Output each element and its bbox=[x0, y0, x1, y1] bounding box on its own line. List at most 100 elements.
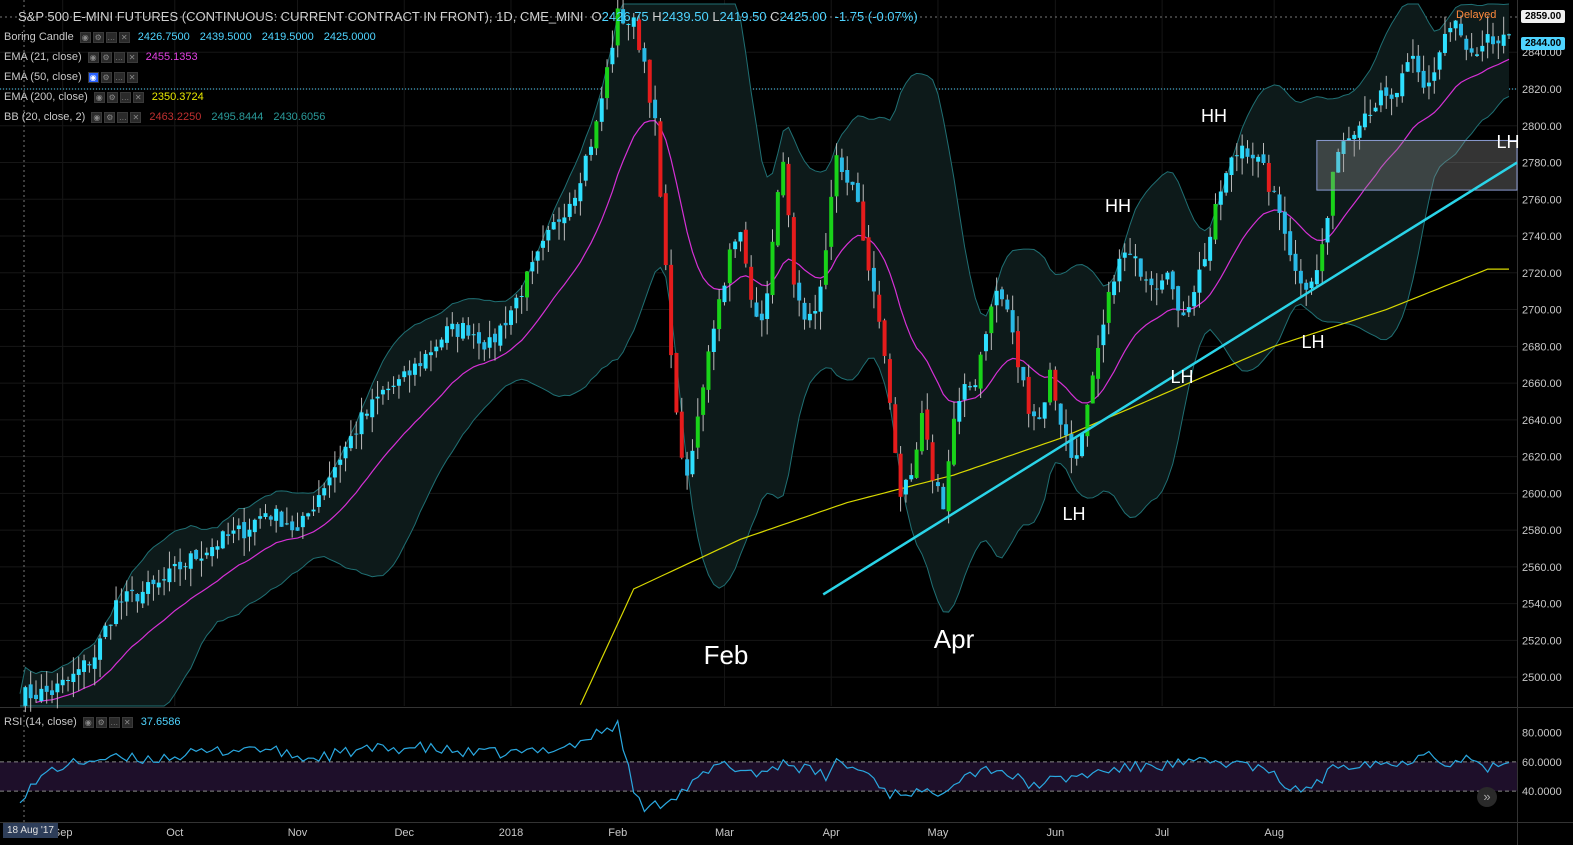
legend-ema-21[interactable]: EMA (21, close) ◉ ⚙… ✕ 2455.1353 bbox=[4, 51, 198, 63]
candle-body bbox=[1240, 145, 1245, 159]
candle bbox=[1106, 281, 1111, 335]
candle-body bbox=[535, 251, 540, 261]
annotation-label: Apr bbox=[934, 624, 975, 654]
candle bbox=[733, 239, 738, 258]
candle bbox=[295, 512, 300, 531]
candle-body bbox=[1032, 411, 1037, 417]
candle bbox=[887, 353, 892, 410]
candle bbox=[599, 86, 604, 132]
candle-body bbox=[1016, 331, 1021, 368]
more-icon: … bbox=[117, 111, 129, 123]
candle-body bbox=[871, 267, 876, 292]
legend-boring-candle[interactable]: Boring Candle ◉ ⚙… ✕ 2426.7500 2439.5000 2… bbox=[4, 31, 376, 43]
candle-body bbox=[402, 371, 407, 378]
candle bbox=[621, 0, 626, 25]
candle-body bbox=[1101, 324, 1106, 346]
rsi-pane: 80.0000 60.0000 40.0000 bbox=[0, 719, 1562, 813]
candle bbox=[967, 381, 972, 391]
candle bbox=[775, 189, 780, 248]
candle bbox=[455, 322, 460, 353]
more-icon: … bbox=[113, 51, 125, 63]
candle bbox=[498, 323, 503, 352]
candle-body bbox=[268, 516, 273, 520]
candle-body bbox=[951, 418, 956, 465]
candle-body bbox=[1405, 62, 1410, 72]
candle bbox=[669, 249, 674, 369]
candle bbox=[418, 351, 423, 377]
candle-body bbox=[455, 324, 460, 337]
candle bbox=[1416, 44, 1421, 83]
candle bbox=[834, 143, 839, 213]
candle-body bbox=[925, 409, 930, 440]
candle bbox=[855, 172, 860, 203]
candle-body bbox=[418, 363, 423, 367]
price-tick-label: 2720.00 bbox=[1522, 268, 1562, 280]
candle bbox=[274, 505, 279, 533]
candle bbox=[679, 397, 684, 460]
candle-body bbox=[316, 495, 321, 507]
candle-body bbox=[1202, 259, 1207, 267]
candle bbox=[759, 300, 764, 337]
legend-ema-50[interactable]: EMA (50, close) ◉ ⚙… ✕ bbox=[4, 71, 146, 83]
candle-body bbox=[919, 412, 924, 452]
candle bbox=[1384, 75, 1389, 109]
candle bbox=[1037, 407, 1042, 420]
legend-rsi[interactable]: RSI (14, close) ◉ ⚙… ✕ 37.6586 bbox=[4, 716, 181, 728]
candle-body bbox=[557, 219, 562, 222]
price-axis[interactable]: 2500.00 2520.00 2540.00 2560.00 2580.00 2600.… bbox=[1522, 47, 1562, 684]
candle-body bbox=[135, 594, 140, 602]
candle-body bbox=[412, 363, 417, 375]
candle-body bbox=[647, 59, 652, 103]
candle bbox=[653, 85, 658, 136]
candle bbox=[941, 483, 946, 510]
candle bbox=[1464, 35, 1469, 61]
candle-body bbox=[252, 519, 257, 533]
candle-body bbox=[1256, 156, 1261, 162]
candle bbox=[983, 331, 988, 361]
rsi-band bbox=[0, 761, 1517, 792]
candle-body bbox=[834, 155, 839, 197]
candle-body bbox=[1325, 218, 1330, 243]
change-readout: -1.75 (-0.07%) bbox=[834, 9, 918, 24]
candle-body bbox=[658, 121, 663, 197]
drawings[interactable] bbox=[822, 139, 1518, 596]
candle-body bbox=[162, 579, 167, 581]
candle bbox=[898, 446, 903, 512]
candle bbox=[535, 250, 540, 274]
candle-body bbox=[845, 170, 850, 183]
candle-body bbox=[930, 442, 935, 481]
legend-ema-200[interactable]: EMA (200, close) ◉ ⚙… ✕ 2350.3724 bbox=[4, 91, 204, 103]
candle-body bbox=[1314, 270, 1319, 285]
candle-body bbox=[311, 509, 316, 512]
candle-body bbox=[434, 346, 439, 352]
candle-body bbox=[946, 461, 951, 512]
candle-body bbox=[210, 547, 215, 557]
legend-bb[interactable]: BB (20, close, 2) ◉ ⚙… ✕ 2463.2250 2495.84… bbox=[4, 111, 326, 123]
candle-body bbox=[994, 290, 999, 306]
candle bbox=[1069, 420, 1074, 474]
candle-body bbox=[637, 19, 642, 51]
candle bbox=[706, 345, 711, 403]
candle-body bbox=[754, 302, 759, 317]
symbol-title[interactable]: S&P 500 E-MINI FUTURES (CONTINUOUS: CURR… bbox=[18, 9, 584, 24]
candle bbox=[1266, 154, 1271, 206]
scroll-to-latest-button[interactable]: » bbox=[1477, 787, 1497, 807]
candle-body bbox=[690, 450, 695, 475]
candle-body bbox=[503, 322, 508, 326]
delayed-badge[interactable]: Delayed bbox=[1456, 9, 1497, 21]
candle bbox=[701, 384, 706, 432]
candle bbox=[1101, 309, 1106, 363]
candle bbox=[306, 512, 311, 520]
candle bbox=[348, 420, 353, 452]
candle-body bbox=[898, 453, 903, 497]
candle-body bbox=[1074, 455, 1079, 459]
candlesticks bbox=[23, 0, 1511, 713]
candle bbox=[1474, 47, 1479, 58]
time-axis[interactable]: Sep Oct Nov Dec 2018 Feb Mar Apr May Jun Jul Aug bbox=[53, 827, 1284, 839]
candle-body bbox=[679, 411, 684, 458]
time-start-label: 18 Aug '17 bbox=[3, 823, 58, 838]
candle-body bbox=[1357, 125, 1362, 138]
legend-controls[interactable]: ◉ ⚙… ✕ bbox=[79, 31, 130, 43]
candle-body bbox=[1218, 191, 1223, 205]
